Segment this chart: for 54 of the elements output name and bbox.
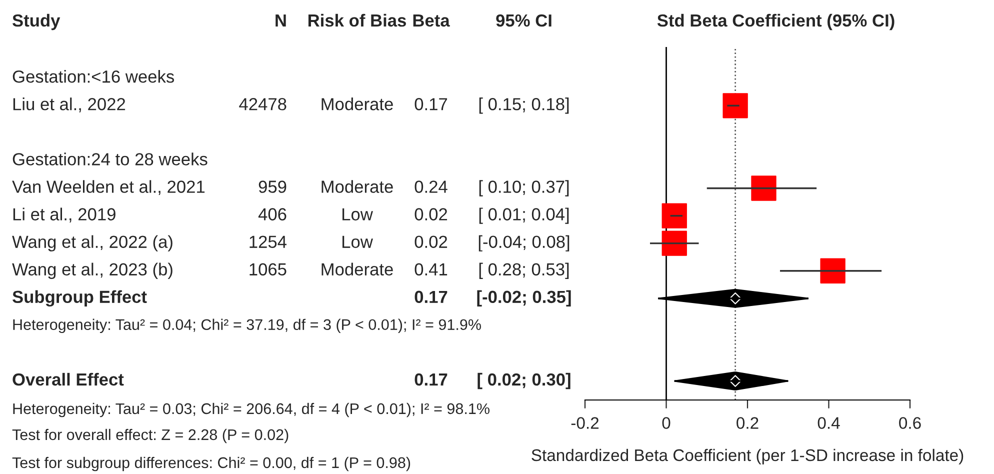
text: Low [342, 236, 373, 248]
text: [-0.04; 0.08] [478, 235, 570, 252]
y-tick-label: Overall Effect [12, 372, 124, 386]
text: Low [342, 208, 373, 220]
x-tick-label: -0.2 [571, 417, 599, 429]
text: 0.17 [414, 290, 448, 304]
point [751, 176, 776, 201]
chart-title: Std Beta Coefficient (95% CI) [657, 14, 894, 30]
y-tick-label: Heterogeneity: Tau² = 0.04; Chi² = 37.19, df = 3 (P < 0.01); I² = 91.9% [13, 318, 481, 334]
point [662, 203, 687, 228]
text: 959 [258, 180, 286, 193]
text: Beta [413, 14, 450, 27]
text: [ 0.28; 0.53] [479, 262, 569, 279]
text: [ 0.02; 0.30] [478, 372, 570, 390]
x-tick-label: 0.6 [899, 417, 921, 429]
text: Heterogeneity: Tau² = 0.03; Chi² = 206.64, df = 4 (P < 0.01); I² = 98.1% [13, 402, 490, 418]
text: 0.02 [414, 208, 448, 220]
text: 42478 [239, 98, 286, 110]
y-tick-label: Gestation:24 to 28 weeks [12, 152, 208, 166]
point [722, 93, 748, 118]
text: [-0.02; 0.35] [477, 290, 571, 306]
point [662, 230, 687, 256]
text: 406 [258, 208, 286, 220]
text: 0.02 [414, 236, 448, 248]
text: [ 0.15; 0.18] [479, 98, 569, 114]
text: [ 0.01; 0.04] [479, 208, 569, 224]
x-tick-label: 0.2 [736, 417, 758, 429]
text: 1254 [250, 236, 286, 248]
y-tick-label: Subgroup Effect [12, 290, 147, 307]
text: 0.24 [414, 180, 448, 193]
text: N [276, 14, 286, 26]
text: 1065 [250, 263, 286, 276]
text: 0.17 [414, 98, 448, 110]
y-tick-label: Van Weelden et al., 2021 [12, 180, 205, 195]
text: Test for subgroup differences: Chi² = 0.00, df = 1 (P = 0.98) [12, 456, 410, 472]
y-tick-label: Wang et al., 2023 (b) [12, 262, 172, 279]
x-tick-label: 0.4 [818, 417, 840, 429]
text: 0.41 [414, 263, 448, 276]
text: Moderate [322, 262, 393, 276]
y-tick-label: Liu et al., 2022 [13, 98, 126, 112]
text: Moderate [322, 180, 393, 193]
y-axis-title: Study [12, 14, 60, 30]
text: 95% CI [496, 14, 552, 27]
point [820, 258, 846, 284]
x-axis-title: Standardized Beta Coefficient (per 1-SD increase in folate) [532, 448, 964, 464]
text: Risk of Bias [308, 14, 406, 27]
y-tick-label: Wang et al., 2022 (a) [12, 235, 172, 252]
text: 0.17 [414, 373, 448, 386]
text: [ 0.10; 0.37] [479, 180, 569, 196]
x-tick-label: 0 [662, 417, 670, 429]
y-tick-label: Gestation:<16 weeks [12, 70, 174, 83]
text: Moderate [322, 98, 393, 110]
y-tick-label: Li et al., 2019 [13, 208, 116, 222]
text: Test for overall effect: Z = 2.28 (P = 0.02) [12, 428, 288, 444]
